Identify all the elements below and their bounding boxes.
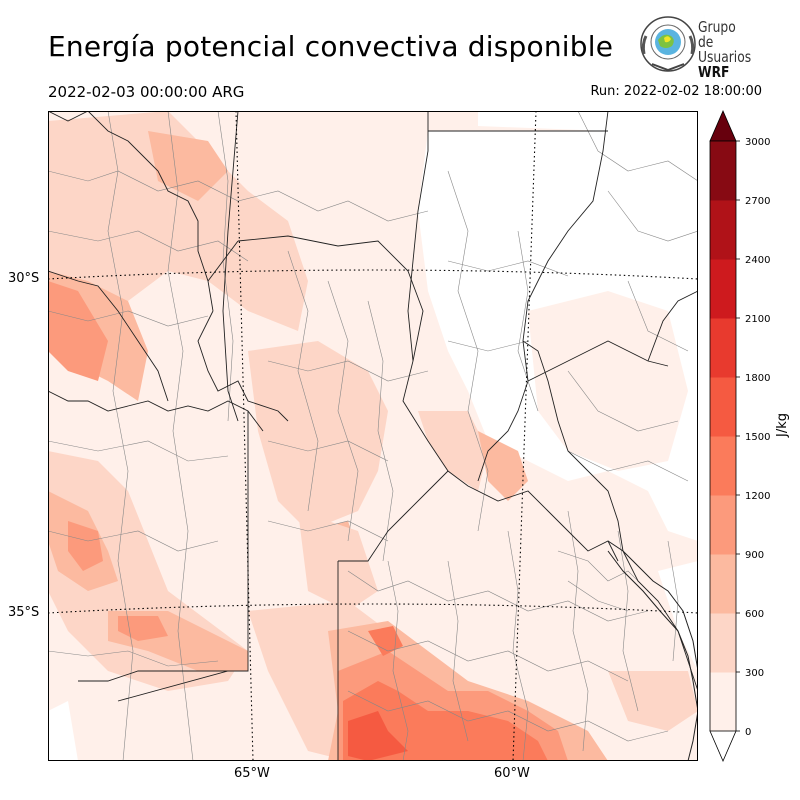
wrf-logo: Grupo de Usuarios WRF — [638, 14, 763, 80]
colorbar-tick-label: 300 — [745, 668, 764, 679]
colorbar-tick-label: 2100 — [745, 314, 770, 325]
lon-label-60w: 60°W — [494, 766, 530, 781]
colorbar-tick-label: 3000 — [745, 137, 770, 148]
colorbar-unit: J/kg — [775, 413, 790, 437]
logo-line3: WRF — [698, 63, 730, 81]
logo-line1: Grupo de — [698, 18, 736, 51]
colorbar-bin-2400 — [710, 200, 736, 260]
cape-field — [48, 111, 698, 761]
colorbar-bin-600 — [710, 554, 736, 614]
valid-time: 2022-02-03 00:00:00 ARG — [48, 83, 245, 101]
map-title: Energía potencial convectiva disponible — [48, 30, 614, 63]
colorbar-tick-label: 900 — [745, 550, 764, 561]
colorbar-tick-label: 1200 — [745, 491, 770, 502]
colorbar-bin-900 — [710, 495, 736, 555]
colorbar-bin-0 — [710, 672, 736, 732]
colorbar-bin-300 — [710, 613, 736, 673]
colorbar-tick-label: 1800 — [745, 373, 770, 384]
colorbar-tick-label: 2700 — [745, 196, 770, 207]
run-time: Run: 2022-02-02 18:00:00 — [590, 84, 762, 99]
province-boundaries — [48, 111, 698, 761]
coastline — [607, 540, 698, 761]
logo-line2: Usuarios — [698, 48, 752, 66]
lon-label-65w: 65°W — [234, 766, 270, 781]
map-frame — [48, 111, 698, 761]
colorbar-bin-2100 — [710, 259, 736, 319]
colorbar: 0 300 600 900 1200 1500 1800 2100 2400 2700 3000 — [709, 110, 770, 763]
globe-icon — [640, 16, 696, 72]
colorbar-bin-2700 — [710, 141, 736, 201]
lat-label-30s: 30°S — [8, 271, 40, 286]
colorbar-tick-label: 1500 — [745, 432, 770, 443]
colorbar-bin-1500 — [710, 377, 736, 437]
colorbar-tick-label: 600 — [745, 609, 764, 620]
colorbar-tick-label: 0 — [745, 727, 751, 738]
cape-map — [48, 111, 698, 761]
colorbar-tick-label: 2400 — [745, 255, 770, 266]
colorbar-bin-1200 — [710, 436, 736, 496]
colorbar-bin-1800 — [710, 318, 736, 378]
graticule — [48, 111, 698, 761]
colorbar-extend-under — [709, 730, 737, 763]
colorbar-extend-over — [709, 110, 737, 142]
lat-label-35s: 35°S — [8, 605, 40, 620]
